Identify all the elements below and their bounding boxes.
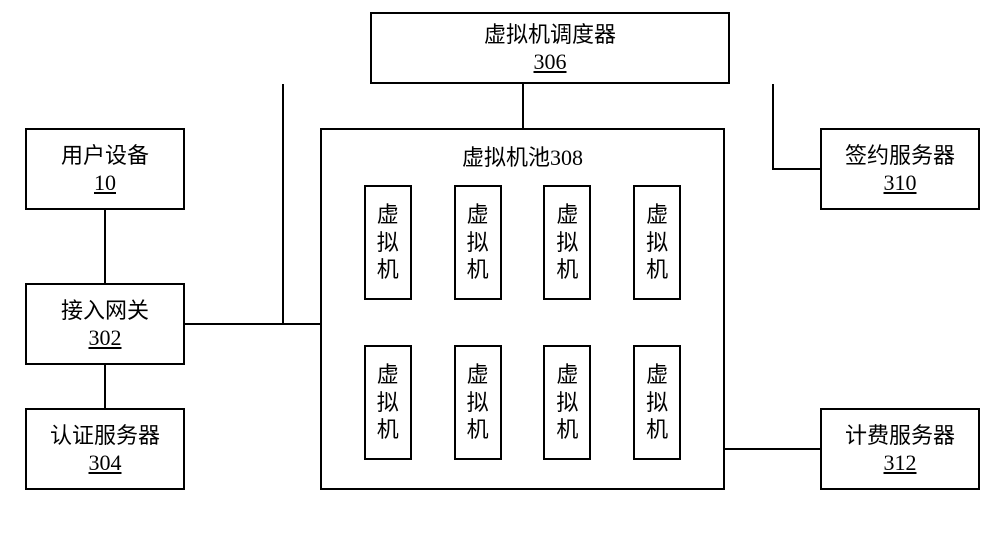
vm-cell: 虚拟机 — [364, 345, 412, 460]
auth-server-number: 304 — [89, 450, 122, 476]
contract-server-label: 签约服务器 — [845, 142, 955, 171]
scheduler-label: 虚拟机调度器 — [484, 21, 616, 50]
vm-pool-title-text: 虚拟机池 — [462, 145, 550, 170]
diagram-canvas: 虚拟机调度器 306 用户设备 10 接入网关 302 认证服务器 304 签约… — [0, 0, 1000, 538]
edge — [104, 365, 106, 408]
contract-server-number: 310 — [884, 170, 917, 196]
user-equipment-label: 用户设备 — [61, 142, 149, 171]
vm-cell: 虚拟机 — [364, 185, 412, 300]
scheduler-box: 虚拟机调度器 306 — [370, 12, 730, 84]
contract-server-box: 签约服务器 310 — [820, 128, 980, 210]
edge — [185, 323, 320, 325]
edge — [282, 84, 284, 324]
vm-cell: 虚拟机 — [633, 185, 681, 300]
user-equipment-box: 用户设备 10 — [25, 128, 185, 210]
access-gateway-number: 302 — [89, 325, 122, 351]
vm-pool-title: 虚拟机池308 — [322, 130, 723, 172]
vm-pool-box: 虚拟机池308 虚拟机 虚拟机 虚拟机 虚拟机 虚拟机 虚拟机 虚拟机 虚拟机 — [320, 128, 725, 490]
vm-cell: 虚拟机 — [543, 185, 591, 300]
auth-server-label: 认证服务器 — [50, 422, 160, 451]
edge — [104, 210, 106, 283]
edge — [522, 84, 524, 128]
access-gateway-label: 接入网关 — [61, 297, 149, 326]
vm-cell: 虚拟机 — [633, 345, 681, 460]
billing-server-label: 计费服务器 — [845, 422, 955, 451]
edge — [772, 84, 774, 169]
vm-cell: 虚拟机 — [454, 345, 502, 460]
auth-server-box: 认证服务器 304 — [25, 408, 185, 490]
scheduler-number: 306 — [534, 49, 567, 75]
billing-server-box: 计费服务器 312 — [820, 408, 980, 490]
edge — [772, 168, 820, 170]
billing-server-number: 312 — [884, 450, 917, 476]
vm-row-2: 虚拟机 虚拟机 虚拟机 虚拟机 — [322, 345, 723, 460]
access-gateway-box: 接入网关 302 — [25, 283, 185, 365]
vm-row-1: 虚拟机 虚拟机 虚拟机 虚拟机 — [322, 185, 723, 300]
vm-pool-number: 308 — [550, 145, 583, 170]
user-equipment-number: 10 — [94, 170, 116, 196]
vm-cell: 虚拟机 — [454, 185, 502, 300]
edge — [725, 448, 820, 450]
vm-cell: 虚拟机 — [543, 345, 591, 460]
